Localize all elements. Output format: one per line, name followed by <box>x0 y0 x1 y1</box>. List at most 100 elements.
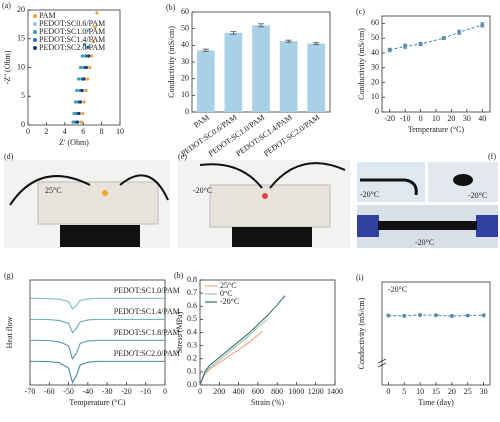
x-tick-label: 30 <box>480 387 488 396</box>
sample <box>453 174 473 186</box>
x-tick-label: 1200 <box>308 387 324 396</box>
error-bar <box>480 22 485 28</box>
photo-caption: 25°C <box>45 186 62 195</box>
error-bar <box>387 47 392 53</box>
line <box>389 24 483 51</box>
line <box>199 295 286 386</box>
annotation: -20°C <box>388 285 407 294</box>
y-tick-label: 60 <box>181 7 189 16</box>
point <box>93 25 97 29</box>
error-bar <box>441 36 446 41</box>
point <box>76 120 80 124</box>
point <box>77 77 81 81</box>
breadboard <box>209 184 331 228</box>
y-tick-label: 30 <box>371 63 379 72</box>
point <box>82 100 86 104</box>
line <box>30 318 165 334</box>
legend-label: PEDOT:SC1.0/PAM <box>39 27 105 36</box>
point <box>86 28 90 32</box>
y-tick-label: 50 <box>181 23 189 32</box>
led <box>102 190 108 196</box>
y-tick-label: 20 <box>371 77 379 86</box>
photo-caption: -20°C <box>193 186 212 195</box>
x-tick-label: 5 <box>402 387 406 396</box>
led <box>262 193 268 199</box>
point <box>86 77 90 81</box>
legend-label: PEDOT:SC1.4/PAM <box>39 35 105 44</box>
error-bar <box>457 29 462 35</box>
x-tick-label: -50 <box>63 387 74 396</box>
error-bar <box>258 23 264 28</box>
stand <box>232 227 312 247</box>
point <box>465 313 470 318</box>
photo-caption: -20°C <box>415 238 434 247</box>
x-tick-label: 600 <box>252 387 264 396</box>
x-tick-label: 0 <box>198 387 202 396</box>
plot-frame <box>29 279 166 386</box>
x-tick-label: PAM <box>192 113 211 130</box>
bar <box>196 50 215 112</box>
legend-label: PEDOT:SC2.0/PAM <box>39 43 105 52</box>
panel-label: (i) <box>356 273 364 282</box>
y-axis-label: Conductivity (mS/cm) <box>357 297 366 369</box>
x-tick-label: 25 <box>464 387 472 396</box>
line <box>30 360 165 384</box>
point <box>71 120 75 124</box>
point <box>75 88 79 93</box>
plot-frame <box>381 15 491 113</box>
y-tick-label: 0.6 <box>187 301 197 310</box>
point <box>449 313 454 318</box>
y-tick-label: 40 <box>181 40 189 49</box>
point <box>95 11 99 15</box>
y-tick-label: 40 <box>371 48 379 57</box>
legend-label: -20°C <box>220 297 239 306</box>
panel-label: (c) <box>356 7 365 16</box>
point <box>84 88 88 93</box>
legend-label: PEDOT:SC1.4/PAM <box>114 307 180 316</box>
panel-label: (a) <box>2 1 11 10</box>
panel-label: (h) <box>174 271 184 280</box>
line <box>30 339 165 360</box>
y-tick-label: 0.3 <box>187 340 197 349</box>
y-axis-label: Conductivity (mS/cm) <box>167 26 176 98</box>
y-tick-label: 20 <box>181 73 189 82</box>
error-bar <box>230 31 237 35</box>
wire <box>9 174 169 206</box>
y-axis-label: -Z'' (Ohm) <box>3 50 12 84</box>
point <box>434 313 438 318</box>
point <box>82 42 87 47</box>
point <box>481 313 486 318</box>
x-tick-label: 0 <box>419 114 423 123</box>
x-axis-label: Temperature (°C) <box>69 398 126 407</box>
panel-label: (d) <box>4 152 14 161</box>
x-axis-label: Z' (Ohm) <box>59 138 89 147</box>
x-tick-label: -40 <box>83 387 94 396</box>
y-tick-label: 0.1 <box>187 367 197 376</box>
glove <box>357 215 379 237</box>
stand <box>60 225 140 247</box>
point <box>91 40 95 44</box>
point <box>402 313 407 318</box>
x-tick-label: 800 <box>271 387 283 396</box>
x-tick-label: -60 <box>44 387 55 396</box>
photo-f <box>357 162 498 248</box>
point <box>84 65 89 70</box>
x-tick-label: 10 <box>116 127 124 136</box>
x-tick-label: 10 <box>432 114 440 123</box>
x-tick-label: 1000 <box>288 387 304 396</box>
x-axis-label: Strain (%) <box>251 398 284 407</box>
photo-caption: -20°C <box>360 190 379 199</box>
y-tick-label: 30 <box>181 57 189 66</box>
point <box>82 65 86 70</box>
x-tick-label: -70 <box>25 387 36 396</box>
sample <box>360 178 418 196</box>
point <box>89 54 94 58</box>
y-tick-label: 0.2 <box>187 354 197 363</box>
legend-swatch <box>33 30 37 34</box>
x-tick-label: 4 <box>63 127 67 136</box>
photo-caption: -20°C <box>468 191 487 200</box>
panel-label: (b) <box>166 3 176 12</box>
bar <box>252 25 270 112</box>
legend-label: PEDOT:SC0.6/PAM <box>39 19 105 28</box>
